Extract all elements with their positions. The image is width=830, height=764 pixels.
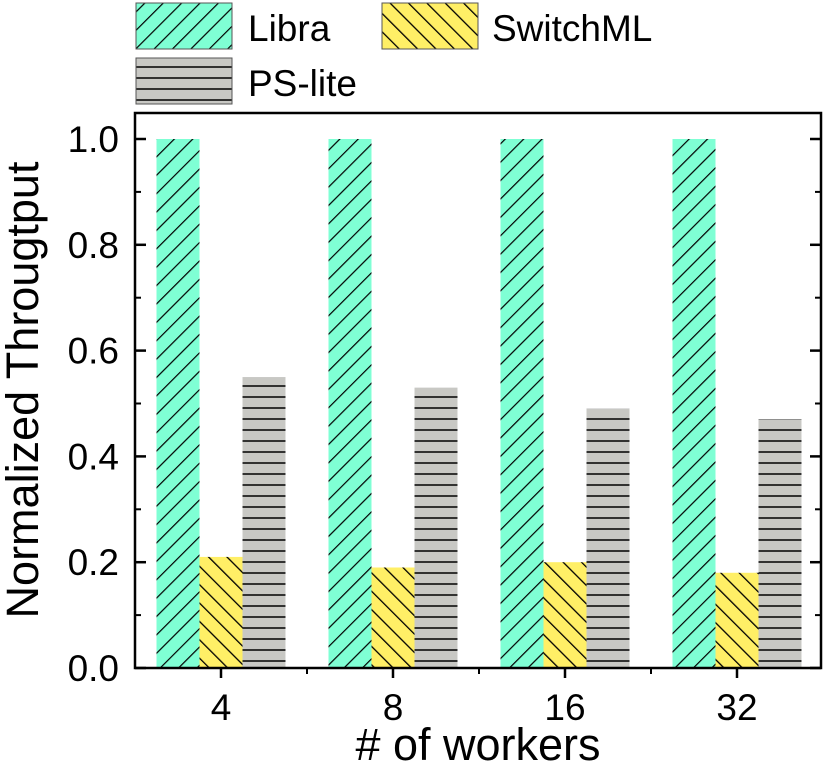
bar-libra-4 xyxy=(156,139,200,668)
x-axis-ticks: 4 8 16 32 xyxy=(211,668,758,728)
x-tick-label: 8 xyxy=(383,687,404,728)
bar-libra-8 xyxy=(328,139,372,668)
y-axis-title: Normalized Througtput xyxy=(0,161,48,618)
bars-group xyxy=(156,139,802,668)
y-tick-label: 0.4 xyxy=(68,436,119,477)
bar-ps-lite-16 xyxy=(586,408,630,668)
x-tick-label: 16 xyxy=(544,687,585,728)
bar-ps-lite-32 xyxy=(758,419,802,668)
legend-swatch-pslite xyxy=(135,57,233,105)
y-axis-ticks: 0.0 0.2 0.4 0.6 0.8 1.0 xyxy=(68,119,821,689)
legend-label-libra: Libra xyxy=(248,8,331,49)
legend-label-switchml: SwitchML xyxy=(492,8,652,49)
legend: Libra SwitchML PS-lite xyxy=(135,2,652,105)
bar-ps-lite-8 xyxy=(414,387,458,668)
y-tick-label: 0.0 xyxy=(68,648,119,689)
bar-switchml-4 xyxy=(199,556,243,668)
bar-ps-lite-4 xyxy=(242,377,286,668)
y-tick-label: 0.6 xyxy=(68,331,119,372)
legend-swatch-libra xyxy=(135,2,233,50)
bar-switchml-8 xyxy=(371,567,415,668)
x-tick-label: 32 xyxy=(716,687,757,728)
bar-switchml-32 xyxy=(715,572,759,668)
bar-libra-16 xyxy=(500,139,544,668)
bar-switchml-16 xyxy=(543,562,587,668)
legend-label-pslite: PS-lite xyxy=(248,63,357,104)
y-tick-label: 0.8 xyxy=(68,225,119,266)
bar-libra-32 xyxy=(672,139,716,668)
x-axis-title: # of workers xyxy=(355,719,600,764)
x-tick-label: 4 xyxy=(211,687,232,728)
y-tick-label: 0.2 xyxy=(68,542,119,583)
y-tick-label: 1.0 xyxy=(68,119,119,160)
legend-swatch-switchml xyxy=(381,2,479,50)
